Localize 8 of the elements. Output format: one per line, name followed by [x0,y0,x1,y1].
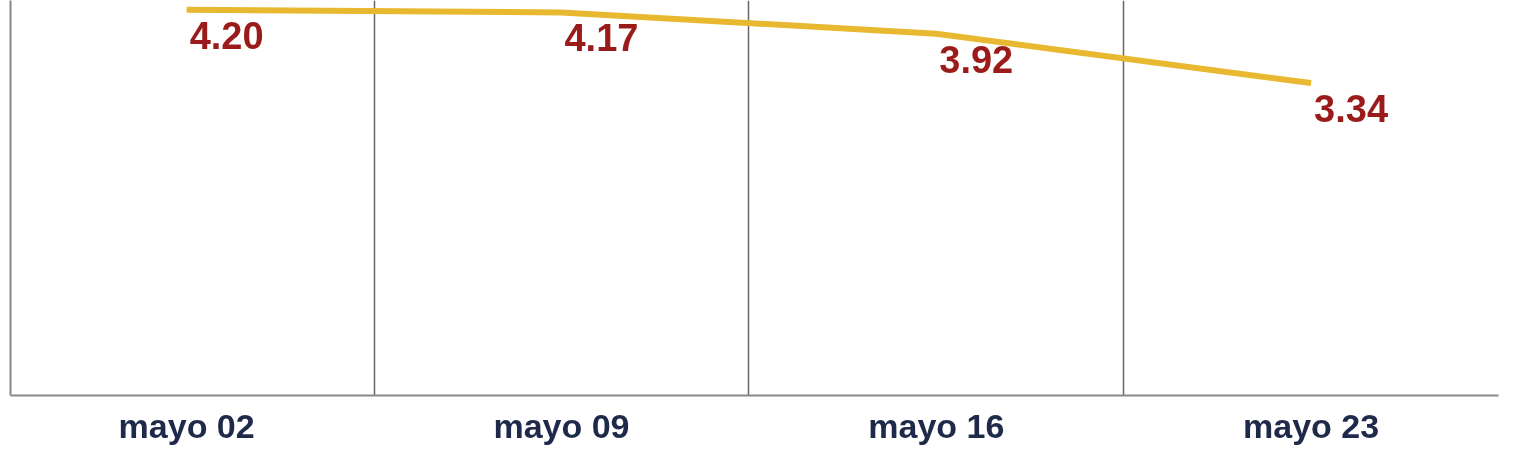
x-tick-label: mayo 23 [1243,406,1380,445]
x-tick-label: mayo 09 [493,406,630,445]
x-tick-label: mayo 02 [118,406,255,445]
data-label: 4.20 [189,14,264,57]
data-label: 3.34 [1314,88,1389,131]
data-label: 3.92 [939,38,1014,81]
x-tick-label: mayo 16 [868,406,1005,445]
data-label: 4.17 [564,17,639,60]
